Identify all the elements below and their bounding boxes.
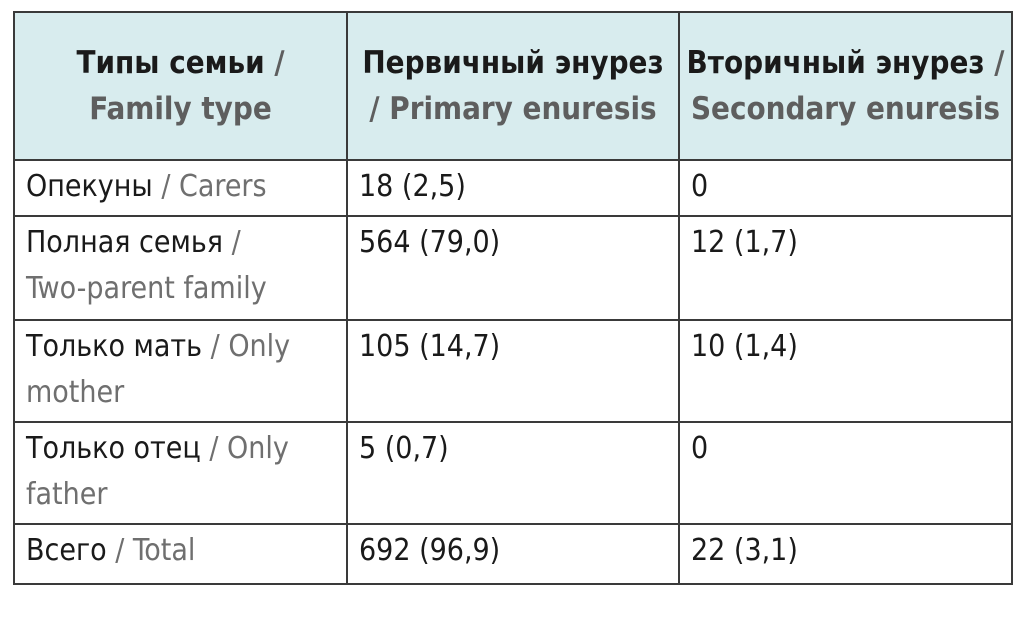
- family-type-sep: /: [202, 329, 229, 364]
- family-type-sep: /: [106, 533, 133, 568]
- table-header: Типы семьи / Family type Первичный энуре…: [13, 11, 1013, 161]
- primary-enuresis-cell: 692 (96,9): [346, 523, 680, 585]
- header-primary-en: Primary enuresis: [389, 91, 657, 127]
- header-primary-sep: /: [369, 91, 390, 127]
- header-row: Типы семьи / Family type Первичный энуре…: [13, 11, 1013, 161]
- header-secondary-enuresis: Вторичный энурез / Secondary enuresis: [678, 11, 1013, 161]
- header-secondary-sep: /: [984, 45, 1005, 81]
- family-type-cell: Всего / Total: [13, 523, 348, 585]
- header-family-type-en: Family type: [89, 91, 272, 127]
- family-type-sep: /: [200, 431, 227, 466]
- primary-enuresis-cell: 564 (79,0): [346, 215, 680, 321]
- family-type-en: Carers: [179, 169, 267, 204]
- family-type-sep: /: [223, 225, 241, 260]
- header-family-type-ru: Типы семьи: [76, 45, 265, 81]
- secondary-enuresis-cell: 0: [678, 421, 1013, 525]
- header-primary-enuresis: Первичный энурез / Primary enuresis: [346, 11, 680, 161]
- table-row-total: Всего / Total 692 (96,9) 22 (3,1): [13, 523, 1013, 585]
- family-type-en: Total: [132, 533, 196, 568]
- table-row: Опекуны / Carers 18 (2,5) 0: [13, 159, 1013, 217]
- table-body: Опекуны / Carers 18 (2,5) 0 Полная семья…: [13, 159, 1013, 585]
- table-row: Только отец / Only father 5 (0,7) 0: [13, 421, 1013, 525]
- header-family-type: Типы семьи / Family type: [13, 11, 348, 161]
- family-type-sep: /: [152, 169, 179, 204]
- table-row: Только мать / Only mother 105 (14,7) 10 …: [13, 319, 1013, 423]
- family-type-ru: Только мать: [26, 329, 203, 364]
- header-secondary-en: Secondary enuresis: [690, 91, 1001, 127]
- secondary-enuresis-cell: 10 (1,4): [678, 319, 1013, 423]
- family-type-enuresis-table: Типы семьи / Family type Первичный энуре…: [13, 11, 1013, 585]
- primary-enuresis-cell: 105 (14,7): [346, 319, 680, 423]
- family-type-cell: Полная семья / Two-parent family: [13, 215, 348, 321]
- family-type-ru: Полная семья: [26, 225, 224, 260]
- family-type-cell: Только мать / Only mother: [13, 319, 348, 423]
- header-secondary-ru: Вторичный энурез: [686, 45, 985, 81]
- family-type-ru: Только отец: [26, 431, 201, 466]
- table-row: Полная семья / Two-parent family 564 (79…: [13, 215, 1013, 321]
- family-type-en: Only father: [26, 431, 289, 512]
- family-type-cell: Опекуны / Carers: [13, 159, 348, 217]
- secondary-enuresis-cell: 0: [678, 159, 1013, 217]
- family-type-en: Only mother: [26, 329, 291, 410]
- family-type-en: Two-parent family: [26, 271, 267, 306]
- header-family-type-sep: /: [264, 45, 285, 81]
- primary-enuresis-cell: 18 (2,5): [346, 159, 680, 217]
- secondary-enuresis-cell: 22 (3,1): [678, 523, 1013, 585]
- family-type-cell: Только отец / Only father: [13, 421, 348, 525]
- family-type-ru: Опекуны: [26, 169, 153, 204]
- primary-enuresis-cell: 5 (0,7): [346, 421, 680, 525]
- header-primary-ru: Первичный энурез: [362, 45, 664, 81]
- family-type-ru: Всего: [26, 533, 107, 568]
- secondary-enuresis-cell: 12 (1,7): [678, 215, 1013, 321]
